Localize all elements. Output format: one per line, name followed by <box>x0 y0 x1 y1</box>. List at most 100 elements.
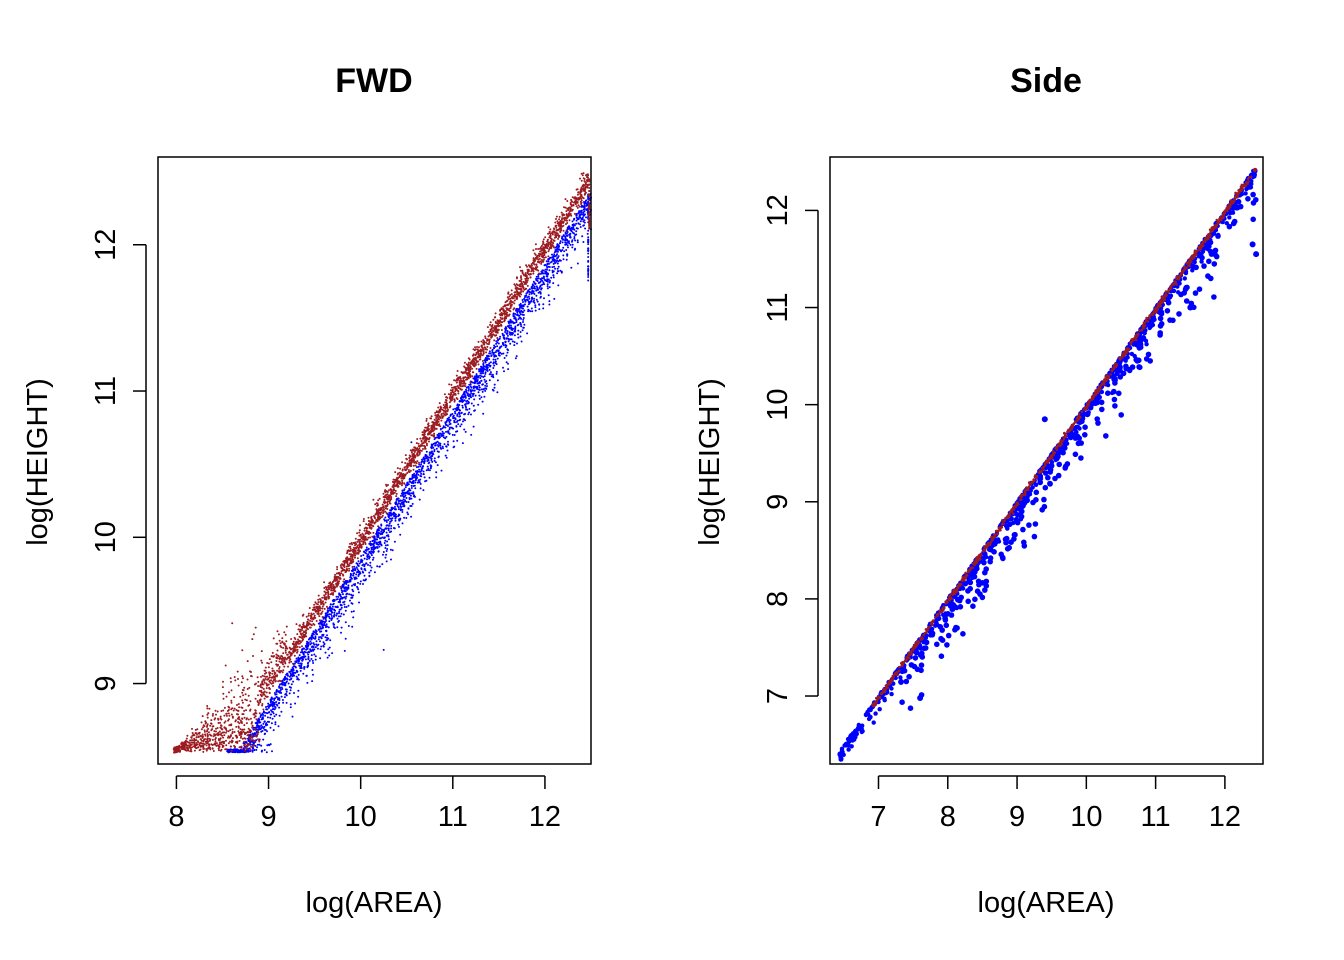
data-point <box>404 462 407 464</box>
data-point <box>504 326 507 329</box>
data-point <box>232 751 235 753</box>
data-point <box>355 562 358 565</box>
data-point <box>517 329 520 332</box>
data-point <box>585 199 588 202</box>
data-point <box>492 326 495 329</box>
data-point <box>389 517 391 520</box>
data-point <box>488 334 491 337</box>
data-point <box>358 562 361 565</box>
data-point <box>245 744 248 747</box>
data-point <box>355 566 358 569</box>
data-point <box>419 487 422 490</box>
data-point <box>542 238 545 241</box>
data-point <box>290 683 293 686</box>
data-point <box>268 658 271 661</box>
data-point <box>540 262 543 265</box>
data-point <box>204 733 207 736</box>
data-point <box>447 393 450 396</box>
data-point <box>265 687 268 690</box>
data-point <box>230 734 232 737</box>
data-point <box>340 570 343 573</box>
data-point <box>214 740 217 743</box>
data-point <box>569 202 572 204</box>
data-point <box>376 528 379 531</box>
data-point <box>437 442 440 444</box>
data-point <box>575 216 578 219</box>
data-point <box>570 229 573 232</box>
data-point <box>255 718 258 721</box>
data-point <box>497 342 500 345</box>
data-point <box>390 527 393 530</box>
data-point <box>506 332 509 335</box>
data-point <box>319 657 322 660</box>
data-point <box>397 485 400 488</box>
data-point <box>201 733 204 736</box>
data-point <box>519 305 522 308</box>
data-point <box>294 649 297 651</box>
data-point <box>260 650 263 653</box>
data-point <box>405 517 408 519</box>
data-point <box>502 352 505 355</box>
data-point <box>350 554 353 557</box>
data-point <box>264 677 267 680</box>
data-point <box>519 310 521 313</box>
data-point <box>241 701 244 704</box>
data-point <box>575 219 578 222</box>
data-point <box>470 392 473 395</box>
data-point <box>292 663 295 666</box>
data-point <box>420 463 423 466</box>
data-point <box>561 235 564 238</box>
data-point <box>184 741 187 743</box>
data-point <box>496 338 499 341</box>
data-point <box>280 695 283 698</box>
data-point <box>479 377 482 379</box>
data-point <box>475 373 478 376</box>
data-point <box>272 637 275 640</box>
data-point <box>551 271 554 274</box>
data-point <box>250 730 253 733</box>
data-point <box>529 310 532 313</box>
data-point <box>464 396 467 399</box>
data-point <box>377 550 380 553</box>
data-point <box>301 629 303 632</box>
data-point <box>499 316 502 319</box>
data-point <box>414 455 417 458</box>
data-point <box>369 564 372 567</box>
data-point <box>565 213 568 216</box>
data-point <box>509 324 512 327</box>
data-point <box>531 287 534 290</box>
data-point <box>274 693 277 696</box>
data-point <box>542 283 545 285</box>
data-point <box>377 499 380 502</box>
data-point <box>257 720 259 723</box>
data-point <box>274 721 277 724</box>
data-point <box>187 749 190 752</box>
data-point <box>413 472 416 475</box>
data-point <box>427 458 430 461</box>
data-point <box>253 735 256 738</box>
data-point <box>375 541 378 544</box>
data-point <box>410 484 413 487</box>
data-point <box>280 646 283 649</box>
data-point <box>314 646 317 649</box>
data-point <box>466 392 469 395</box>
data-point <box>554 250 557 253</box>
data-point <box>194 728 197 731</box>
data-point <box>496 357 499 360</box>
data-point <box>350 569 353 572</box>
data-point <box>489 330 492 333</box>
data-point <box>408 480 411 483</box>
data-point <box>477 403 480 406</box>
data-point <box>444 422 447 425</box>
data-point <box>391 517 394 520</box>
data-point <box>524 272 527 275</box>
data-point <box>282 701 285 704</box>
data-point <box>452 393 455 396</box>
data-point <box>482 383 484 386</box>
data-point <box>196 746 199 749</box>
data-point <box>428 440 430 443</box>
data-point <box>564 206 567 209</box>
data-point <box>542 281 545 284</box>
data-point <box>587 252 590 255</box>
data-point <box>555 215 558 218</box>
